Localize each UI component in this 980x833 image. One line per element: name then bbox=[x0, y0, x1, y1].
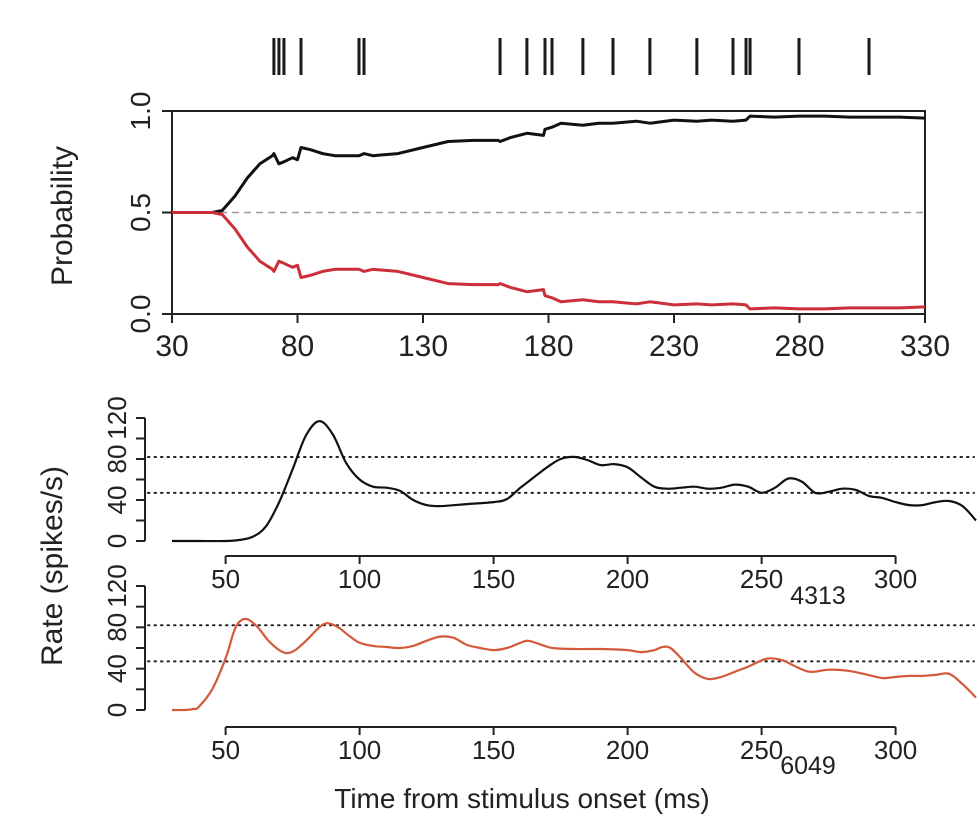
x-tick-label: 30 bbox=[155, 330, 188, 363]
x-tick-label: 80 bbox=[281, 330, 314, 363]
x-tick-label: 50 bbox=[211, 564, 240, 594]
x-tick-label: 130 bbox=[398, 330, 448, 363]
series-non-preferred bbox=[172, 211, 926, 311]
y-tick-label: 40 bbox=[102, 654, 132, 683]
y-tick-label: 0 bbox=[102, 534, 132, 548]
y-tick-label: 0 bbox=[102, 703, 132, 717]
probability-axis-label: Probability bbox=[46, 146, 79, 286]
x-tick-label: 200 bbox=[606, 735, 649, 765]
x-tick-label: 180 bbox=[523, 330, 573, 363]
cell-4313-label: 4313 bbox=[790, 582, 846, 610]
y-tick-label: 0.5 bbox=[125, 193, 156, 232]
x-tick-label: 300 bbox=[874, 564, 917, 594]
rate-plot-4313: 0 40 80 120 50 100 150 200 250 300 bbox=[102, 396, 977, 594]
y-tick-label: 120 bbox=[102, 564, 132, 607]
rate-plot-6049: 0 40 80 120 50 100 150 200 250 300 bbox=[102, 564, 977, 765]
cell-6049-label: 6049 bbox=[780, 752, 836, 780]
x-tick-label: 50 bbox=[211, 735, 240, 765]
rate-axis-label: Rate (spikes/s) bbox=[36, 466, 69, 666]
x-tick-label: 100 bbox=[338, 735, 381, 765]
y-tick-label: 80 bbox=[102, 613, 132, 642]
y-tick-label: 0.0 bbox=[125, 295, 156, 334]
time-axis-label: Time from stimulus onset (ms) bbox=[334, 783, 709, 814]
x-tick-label: 250 bbox=[740, 735, 783, 765]
y-tick-label: 120 bbox=[102, 396, 132, 439]
y-tick-label: 40 bbox=[102, 486, 132, 515]
x-tick-label: 150 bbox=[472, 564, 515, 594]
spike-raster bbox=[272, 38, 871, 75]
y-tick-label: 1.0 bbox=[125, 92, 156, 131]
probability-plot: 0.0 0.5 1.0 30 80 130 180 230 280 330 bbox=[125, 92, 950, 363]
series-preferred bbox=[172, 114, 926, 214]
x-tick-label: 330 bbox=[900, 330, 950, 363]
y-tick-label: 80 bbox=[102, 445, 132, 474]
x-tick-label: 300 bbox=[874, 735, 917, 765]
series-cell-6049 bbox=[171, 617, 977, 712]
x-tick-label: 230 bbox=[649, 330, 699, 363]
series-cell-4313 bbox=[171, 420, 977, 543]
x-tick-label: 280 bbox=[774, 330, 824, 363]
x-tick-label: 100 bbox=[338, 564, 381, 594]
x-tick-label: 250 bbox=[740, 564, 783, 594]
x-tick-label: 200 bbox=[606, 564, 649, 594]
x-tick-label: 150 bbox=[472, 735, 515, 765]
